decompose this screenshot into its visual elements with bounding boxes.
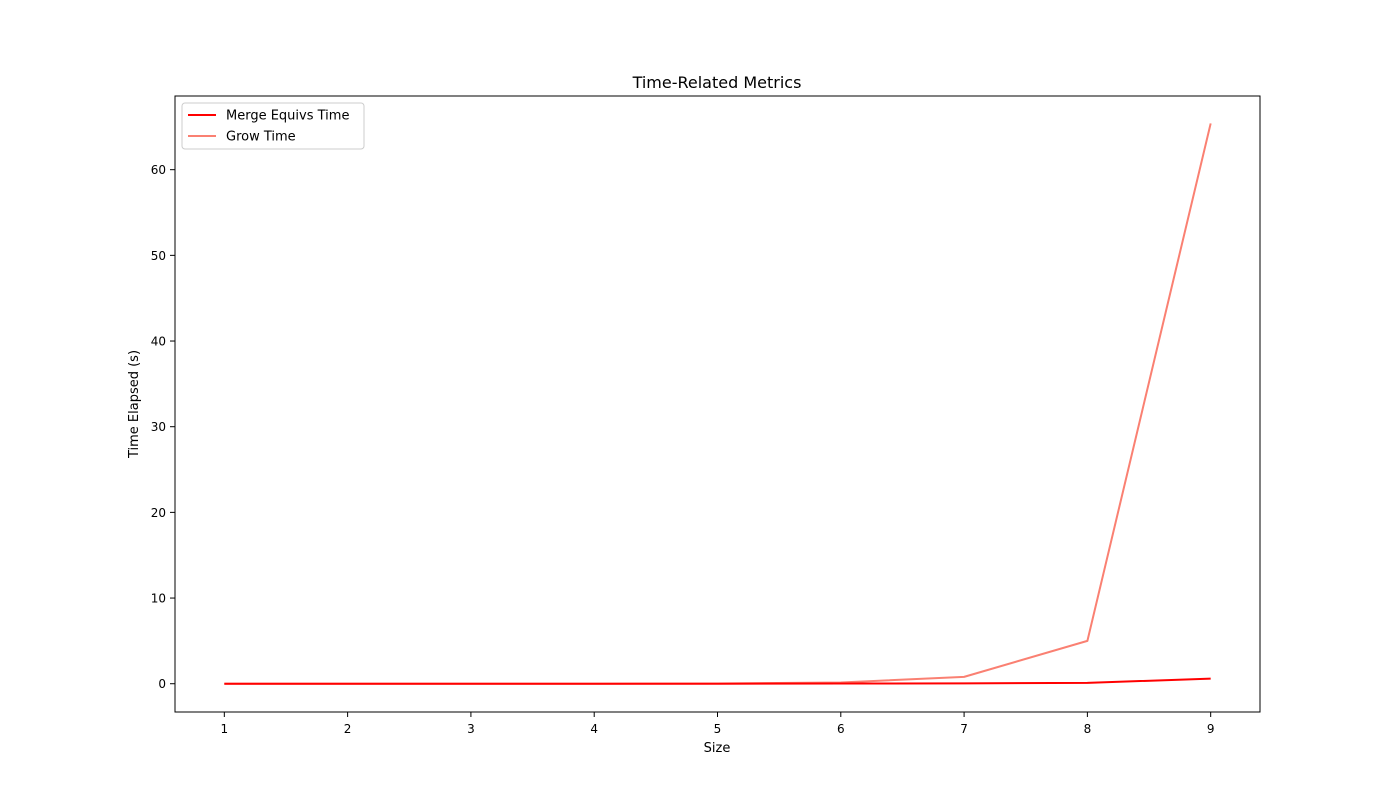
y-tick-label: 50 [151, 249, 166, 263]
series-line-grow-time [224, 123, 1212, 685]
x-tick-label: 5 [714, 722, 722, 736]
y-axis-label: Time Elapsed (s) [127, 350, 142, 459]
y-tick-label: 30 [151, 420, 166, 434]
y-axis: 0 10 20 30 40 50 60 [151, 163, 175, 691]
plot-frame [174, 95, 1261, 713]
y-tick-label: 0 [158, 677, 166, 691]
x-tick-label: 8 [1084, 722, 1092, 736]
legend-label: Grow Time [226, 130, 296, 145]
y-tick-label: 60 [151, 163, 166, 177]
chart-title: Time-Related Metrics [632, 73, 802, 92]
x-tick-label: 7 [960, 722, 968, 736]
series-lines [224, 123, 1212, 685]
plot-area [174, 95, 1261, 713]
y-tick-label: 20 [151, 506, 166, 520]
x-tick-label: 1 [220, 722, 228, 736]
legend: Merge Equivs Time Grow Time [181, 102, 365, 150]
x-tick-label: 3 [467, 722, 475, 736]
x-tick-label: 2 [344, 722, 352, 736]
x-tick-label: 6 [837, 722, 845, 736]
x-axis-label: Size [704, 741, 731, 756]
x-tick-label: 9 [1207, 722, 1215, 736]
legend-label: Merge Equivs Time [226, 109, 349, 124]
y-tick-label: 10 [151, 592, 166, 606]
y-tick-label: 40 [151, 335, 166, 349]
legend-box [181, 102, 365, 150]
series-line-merge-equivs-time [224, 677, 1211, 685]
x-tick-label: 4 [590, 722, 598, 736]
x-axis: 1 2 3 4 5 6 7 8 9 [220, 712, 1215, 736]
